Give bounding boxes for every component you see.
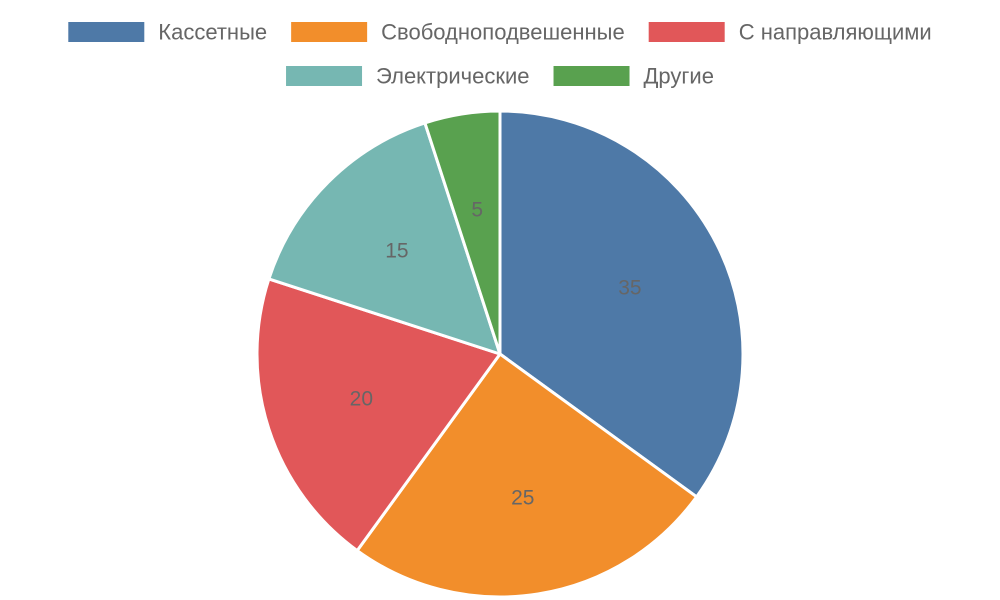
legend-item[interactable]: Свободноподвешенные bbox=[291, 20, 625, 45]
pie-slices bbox=[255, 109, 745, 599]
slice-data-label: 35 bbox=[618, 276, 641, 299]
legend-label: Свободноподвешенные bbox=[381, 20, 625, 45]
slice-data-label: 20 bbox=[350, 388, 373, 411]
slice-labels: 35 25 20 15 5 bbox=[350, 198, 642, 509]
legend-swatch bbox=[291, 22, 368, 42]
legend-swatch bbox=[286, 66, 363, 86]
legend-item[interactable]: С направляющими bbox=[648, 20, 932, 45]
slice-data-label: 15 bbox=[385, 239, 408, 262]
pie-slice-2[interactable] bbox=[355, 352, 699, 599]
legend-label: Кассетные bbox=[158, 20, 267, 45]
legend-swatch bbox=[553, 66, 630, 86]
legend-label: Электрические bbox=[376, 64, 529, 89]
pie-slice-3[interactable] bbox=[255, 277, 502, 553]
slice-data-label: 25 bbox=[511, 487, 534, 510]
pie-slice-5[interactable] bbox=[423, 109, 502, 356]
legend-item[interactable]: Электрические bbox=[286, 64, 530, 89]
legend-swatch bbox=[68, 22, 145, 42]
chart-legend: Кассетные Свободноподвешенные С направляющ… bbox=[68, 20, 932, 89]
legend-swatch bbox=[648, 22, 725, 42]
slice-data-label: 5 bbox=[471, 198, 483, 221]
legend-label: Другие bbox=[644, 64, 714, 89]
legend-item[interactable]: Кассетные bbox=[68, 20, 267, 45]
legend-item[interactable]: Другие bbox=[553, 64, 714, 89]
legend-label: С направляющими bbox=[739, 20, 932, 45]
pie-slice-1[interactable] bbox=[498, 109, 745, 499]
